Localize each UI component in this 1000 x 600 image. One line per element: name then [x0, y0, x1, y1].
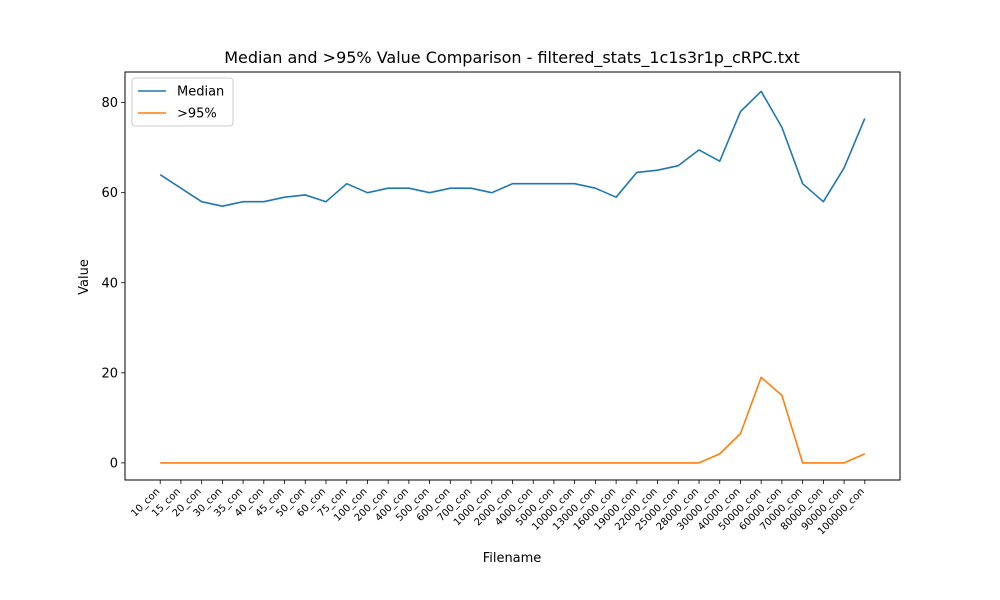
y-tick-label: 60 [101, 186, 118, 201]
y-tick-label: 40 [101, 276, 118, 291]
legend-box [131, 77, 234, 127]
legend: Median >95% [131, 77, 234, 127]
y-tick-label: 80 [101, 96, 118, 111]
x-axis-title: Filename [483, 551, 542, 566]
y-axis: 0 20 40 60 80 [101, 96, 125, 471]
legend-label: >95% [177, 107, 217, 122]
y-axis-title: Value [77, 259, 92, 295]
chart-title: Median and >95% Value Comparison - filte… [224, 48, 800, 68]
plot-area [159, 90, 866, 464]
x-axis: 10_con15_con20_con30_con35_con40_con45_c… [129, 480, 867, 537]
legend-label: Median [177, 85, 224, 100]
y-tick-label: 0 [110, 456, 118, 471]
series-line-1 [160, 376, 866, 464]
y-tick-label: 20 [101, 366, 118, 381]
series-line-0 [159, 90, 866, 207]
